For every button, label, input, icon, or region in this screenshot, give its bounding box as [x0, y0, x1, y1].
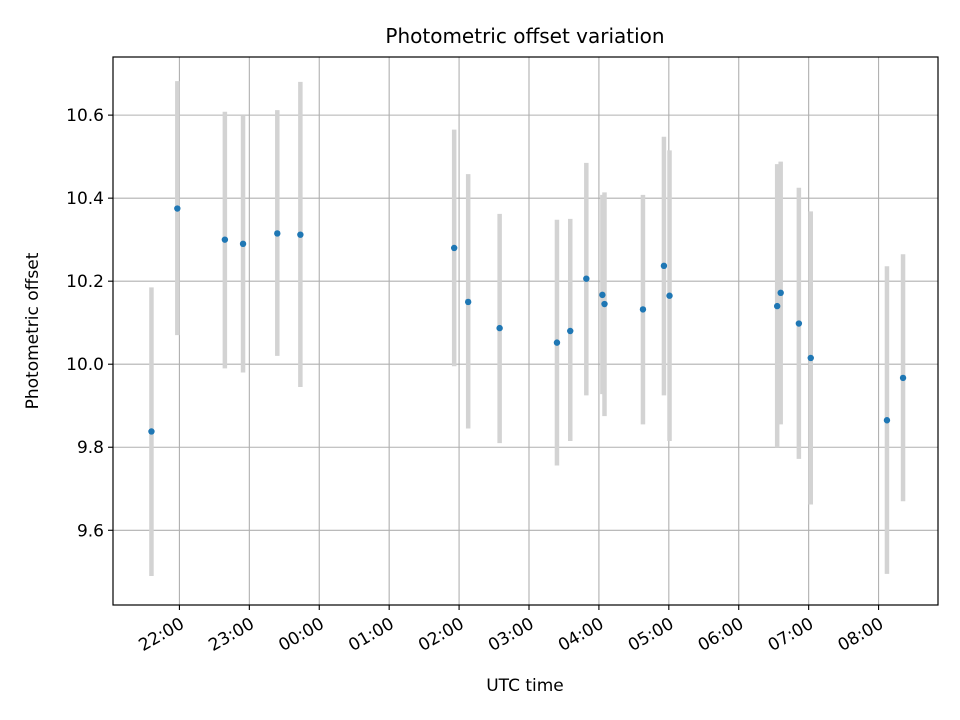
- y-axis-title: Photometric offset: [23, 252, 43, 409]
- data-point: [899, 374, 907, 382]
- data-point: [666, 292, 673, 299]
- data-point: [148, 428, 155, 435]
- data-point: [599, 291, 606, 299]
- data-point: [239, 240, 247, 248]
- data-point: [297, 231, 304, 238]
- data-point: [773, 302, 781, 310]
- data-point: [660, 262, 668, 270]
- data-point: [553, 339, 561, 346]
- data-point: [601, 300, 608, 308]
- y-tick-label: 10.2: [66, 272, 104, 292]
- y-tick-label: 10.6: [66, 106, 104, 126]
- data-point: [795, 320, 803, 327]
- data-point: [583, 275, 590, 282]
- plot-area-frame: [112, 56, 939, 606]
- data-point: [221, 236, 229, 243]
- data-point: [807, 354, 814, 362]
- data-point: [464, 298, 472, 306]
- y-tick-label: 10.4: [66, 189, 104, 209]
- chart-title: Photometric offset variation: [385, 24, 664, 48]
- data-point: [174, 205, 181, 212]
- y-axis-ticks: 9.6 9.8 10.0 10.2 10.4 10.6: [66, 106, 113, 541]
- y-tick-label: 9.8: [77, 438, 104, 458]
- data-point: [639, 306, 647, 313]
- data-point: [274, 230, 281, 237]
- data-point: [777, 289, 784, 297]
- y-tick-label: 10.0: [66, 355, 104, 375]
- data-point: [567, 327, 574, 335]
- y-tick-label: 9.6: [77, 521, 104, 541]
- data-point: [496, 324, 503, 332]
- data-point: [450, 244, 458, 252]
- x-axis-title: UTC time: [486, 676, 564, 696]
- data-points: [148, 205, 907, 435]
- data-point: [883, 417, 891, 424]
